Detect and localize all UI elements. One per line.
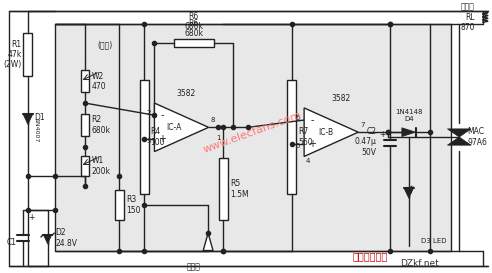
Bar [24,33,32,76]
Text: R1
47k
(2W): R1 47k (2W) [3,40,22,69]
Text: R5
1.5M: R5 1.5M [230,179,248,199]
Text: R6
680k: R6 680k [184,12,203,31]
Text: 电热丝
RL
870: 电热丝 RL 870 [461,2,475,32]
Bar [81,114,90,136]
Text: IC-A: IC-A [166,123,182,132]
Text: D3 LED: D3 LED [421,238,446,244]
Bar [140,80,149,194]
Text: 8: 8 [211,117,215,123]
Polygon shape [304,108,358,156]
Text: C1: C1 [7,238,17,247]
Text: R6
680k: R6 680k [184,19,203,38]
Text: 3582: 3582 [177,89,196,98]
Text: 3582: 3582 [332,94,351,103]
Text: 5: 5 [296,143,300,149]
Text: +: + [28,213,34,222]
Text: C2
0.47μ
50V: C2 0.47μ 50V [355,127,376,157]
Text: 电子开发社区: 电子开发社区 [353,251,388,261]
Text: 1: 1 [216,135,221,141]
Text: 1N4148
D4: 1N4148 D4 [395,109,423,123]
Text: 7: 7 [360,122,365,128]
Polygon shape [402,128,416,136]
Text: R2
680k: R2 680k [92,115,110,135]
Text: W2
470: W2 470 [92,72,106,91]
Text: -: - [310,115,314,125]
Text: 1N4007: 1N4007 [33,118,38,142]
Bar [174,39,214,47]
Text: +: + [308,139,316,149]
Bar [81,70,90,92]
Text: 6: 6 [296,115,300,121]
Polygon shape [447,137,471,145]
Polygon shape [447,129,471,137]
Text: IC-B: IC-B [319,128,334,137]
Text: www.elecfans.com: www.elecfans.com [202,110,303,155]
Text: 4: 4 [306,158,310,164]
Polygon shape [43,235,52,244]
Text: 2: 2 [146,110,151,116]
Text: +: + [158,135,166,144]
Polygon shape [404,188,414,198]
Bar [56,23,451,251]
Text: 热电偶: 热电偶 [186,262,200,271]
Text: D2
24.8V: D2 24.8V [56,228,77,248]
Text: +: + [379,130,385,139]
Text: 3: 3 [146,138,151,144]
Text: R4
100: R4 100 [151,127,165,147]
Bar [115,190,124,219]
Text: -: - [160,110,164,120]
Text: MAC
97A6: MAC 97A6 [467,127,487,147]
Bar [219,158,228,220]
Text: DZkf.net: DZkf.net [400,259,439,268]
Text: D1: D1 [35,113,45,122]
Text: (手动): (手动) [97,40,112,49]
Text: R3
150: R3 150 [126,195,140,215]
Bar [81,156,90,176]
Polygon shape [203,233,213,251]
Text: R7
560: R7 560 [298,127,313,147]
Text: W1
200k: W1 200k [92,156,110,176]
Polygon shape [154,103,209,152]
Polygon shape [23,114,33,124]
Bar [287,80,296,194]
